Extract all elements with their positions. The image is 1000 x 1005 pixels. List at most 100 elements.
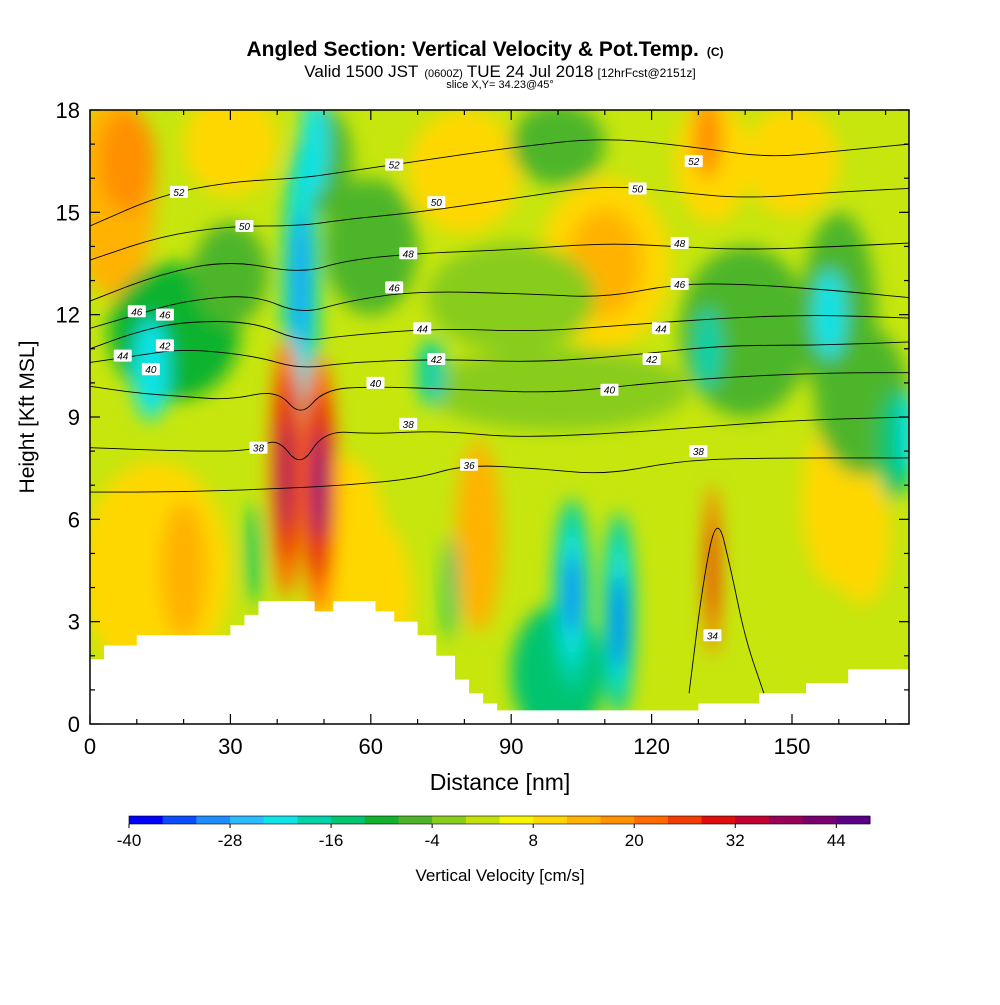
colorbar-swatch bbox=[331, 816, 366, 824]
svg-text:38: 38 bbox=[253, 444, 265, 455]
theta-contour-line bbox=[90, 372, 909, 411]
theta-contour-line bbox=[90, 283, 909, 329]
theta-contour-label: 42 bbox=[642, 353, 661, 366]
colorbar-swatch bbox=[297, 816, 332, 824]
x-tick-label: 150 bbox=[774, 734, 811, 759]
svg-text:52: 52 bbox=[389, 161, 401, 172]
velocity-blob bbox=[426, 348, 690, 431]
svg-text:46: 46 bbox=[674, 280, 686, 291]
svg-text:34: 34 bbox=[707, 631, 719, 642]
svg-text:38: 38 bbox=[403, 420, 415, 431]
theta-contour-label: 48 bbox=[670, 237, 689, 250]
colorbar-swatch bbox=[162, 816, 197, 824]
theta-contour-label: 46 bbox=[127, 305, 146, 318]
colorbar bbox=[128, 815, 871, 825]
svg-text:40: 40 bbox=[604, 386, 616, 397]
theta-contour-label: 50 bbox=[427, 196, 446, 209]
svg-text:46: 46 bbox=[159, 311, 171, 322]
colorbar-tick-label: 8 bbox=[528, 831, 537, 850]
velocity-blob bbox=[455, 440, 502, 632]
x-tick-label: 60 bbox=[359, 734, 383, 759]
theta-contour-label: 44 bbox=[413, 322, 432, 335]
svg-text:48: 48 bbox=[674, 239, 686, 250]
velocity-blob bbox=[99, 110, 156, 213]
colorbar-frame bbox=[128, 815, 871, 825]
y-tick-label: 12 bbox=[56, 303, 80, 328]
colorbar-label: Vertical Velocity [cm/s] bbox=[415, 866, 584, 885]
svg-text:50: 50 bbox=[632, 184, 644, 195]
theta-contour-line bbox=[688, 527, 765, 694]
velocity-blob bbox=[899, 393, 909, 475]
colorbar-swatch bbox=[263, 816, 298, 824]
velocity-blob bbox=[426, 243, 596, 353]
theta-contour-label: 52 bbox=[169, 185, 188, 199]
y-tick-label: 15 bbox=[56, 200, 80, 225]
velocity-blob bbox=[708, 519, 717, 622]
velocity-blob bbox=[813, 270, 846, 360]
colorbar-swatch bbox=[701, 816, 736, 824]
svg-text:40: 40 bbox=[145, 365, 157, 376]
colorbar-swatch bbox=[465, 816, 500, 824]
svg-text:46: 46 bbox=[389, 283, 401, 294]
theta-contour-label: 44 bbox=[113, 349, 132, 363]
velocity-blob bbox=[294, 212, 308, 349]
theta-contour-label: 38 bbox=[249, 441, 268, 455]
theta-contour-label: 42 bbox=[155, 339, 174, 352]
slice-label: slice X,Y= 34.23@45° bbox=[446, 79, 554, 91]
velocity-blob bbox=[183, 110, 278, 196]
colorbar-tick-label: -28 bbox=[218, 831, 243, 850]
velocity-blob bbox=[417, 338, 446, 407]
velocity-blob bbox=[324, 178, 418, 315]
theta-contour-label: 46 bbox=[385, 281, 404, 294]
velocity-blob bbox=[566, 553, 578, 636]
colorbar-swatch bbox=[566, 816, 602, 824]
colorbar-swatch bbox=[667, 816, 703, 824]
colorbar-swatch bbox=[634, 816, 669, 824]
x-tick-label: 30 bbox=[218, 734, 242, 759]
theta-contour-label: 40 bbox=[141, 363, 160, 376]
y-tick-label: 0 bbox=[68, 712, 80, 737]
colorbar-swatch bbox=[196, 816, 231, 824]
velocity-blob bbox=[281, 420, 292, 530]
theta-contour-label: 36 bbox=[460, 458, 479, 472]
x-tick-label: 120 bbox=[633, 734, 670, 759]
theta-contour-label: 46 bbox=[155, 308, 174, 322]
theta-contour-line bbox=[90, 242, 909, 302]
theta-contour-line bbox=[90, 416, 909, 461]
svg-text:44: 44 bbox=[655, 324, 667, 335]
theta-contour-label: 50 bbox=[628, 182, 647, 195]
colorbar-swatch bbox=[432, 816, 467, 824]
plot-area: 34 36 38 38 38 40 40 40 42 42 42 44 44 44 46 46 46 46 48 48… bbox=[90, 110, 909, 724]
colorbar-swatch bbox=[398, 816, 433, 824]
velocity-blob bbox=[408, 110, 521, 233]
colorbar-tick-label: 20 bbox=[625, 831, 644, 850]
velocity-blob bbox=[160, 502, 208, 639]
svg-text:52: 52 bbox=[173, 188, 185, 199]
y-tick-label: 18 bbox=[56, 98, 80, 123]
theta-contour-line bbox=[90, 315, 909, 350]
x-tick-label: 0 bbox=[84, 734, 96, 759]
velocity-blob bbox=[511, 110, 605, 186]
colorbar-swatch bbox=[802, 816, 837, 824]
velocity-blob bbox=[834, 468, 891, 605]
svg-text:40: 40 bbox=[370, 379, 382, 390]
y-tick-label: 6 bbox=[68, 507, 80, 532]
chart-subtitle: Valid 1500 JST (0600Z) TUE 24 Jul 2018 [12h… bbox=[304, 62, 695, 81]
velocity-blob bbox=[613, 573, 624, 670]
theta-contour-label: 42 bbox=[427, 353, 446, 366]
chart-title: Angled Section: Vertical Velocity & Pot.… bbox=[246, 38, 723, 61]
colorbar-swatch bbox=[735, 816, 770, 824]
theta-contour-line bbox=[90, 139, 909, 227]
svg-text:38: 38 bbox=[693, 447, 705, 458]
svg-text:50: 50 bbox=[239, 222, 251, 233]
velocity-blob bbox=[300, 110, 329, 196]
velocity-blob bbox=[246, 502, 261, 605]
colorbar-tick-label: -16 bbox=[319, 831, 344, 850]
colorbar-swatch bbox=[129, 816, 164, 824]
colorbar-tick-label: 32 bbox=[726, 831, 745, 850]
theta-contour-label: 40 bbox=[600, 383, 619, 397]
theta-contours bbox=[90, 139, 909, 694]
theta-contour-label: 34 bbox=[703, 629, 722, 642]
